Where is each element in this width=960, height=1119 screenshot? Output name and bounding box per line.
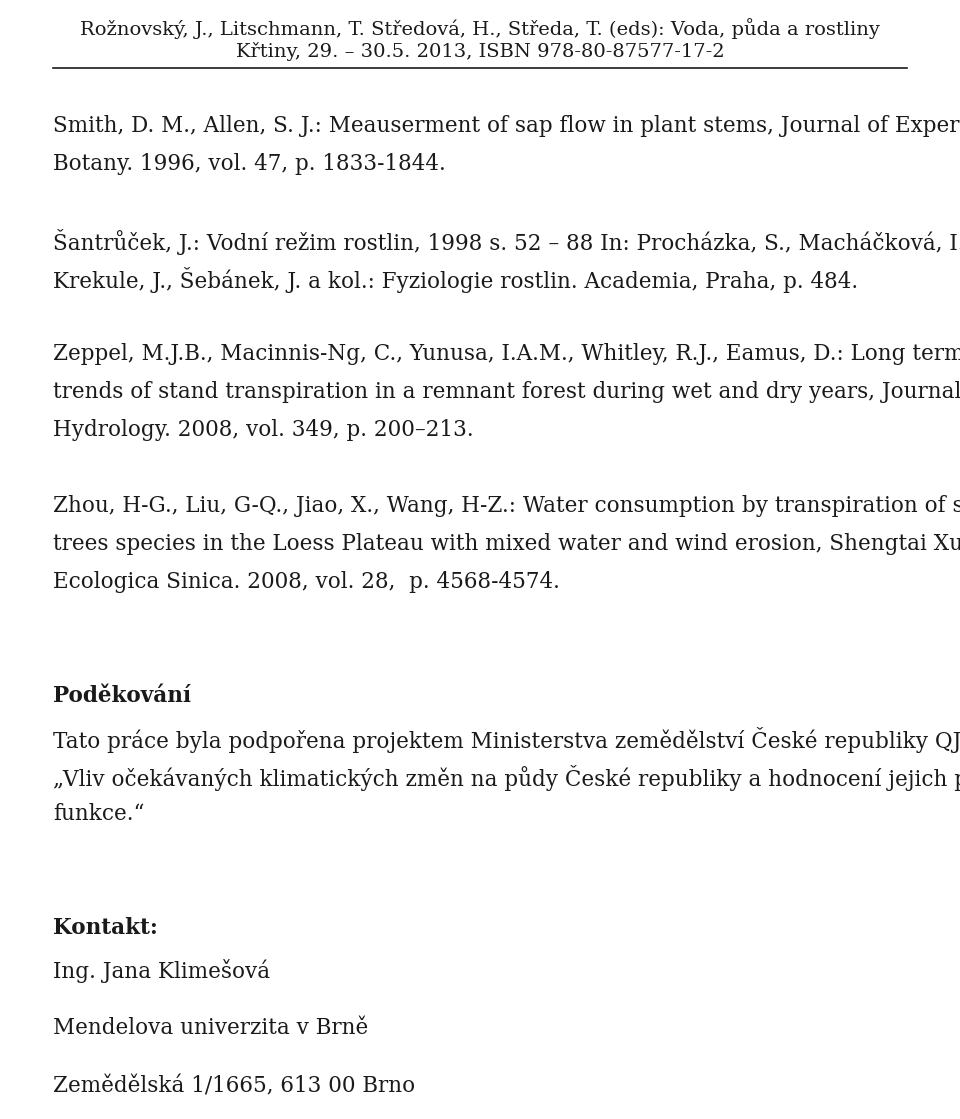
Text: Botany. 1996, vol. 47, p. 1833-1844.: Botany. 1996, vol. 47, p. 1833-1844. bbox=[53, 153, 445, 175]
Text: Hydrology. 2008, vol. 349, p. 200–213.: Hydrology. 2008, vol. 349, p. 200–213. bbox=[53, 419, 473, 441]
Text: Krekule, J., Šebánek, J. a kol.: Fyziologie rostlin. Academia, Praha, p. 484.: Krekule, J., Šebánek, J. a kol.: Fyziolo… bbox=[53, 267, 858, 293]
Text: Ecologica Sinica. 2008, vol. 28,  p. 4568-4574.: Ecologica Sinica. 2008, vol. 28, p. 4568… bbox=[53, 571, 560, 593]
Text: „Vliv očekávaných klimatických změn na půdy České republiky a hodnocení jejich p: „Vliv očekávaných klimatických změn na p… bbox=[53, 765, 960, 791]
Text: Mendelova univerzita v Brně: Mendelova univerzita v Brně bbox=[53, 1017, 369, 1040]
Text: trees species in the Loess Plateau with mixed water and wind erosion, Shengtai X: trees species in the Loess Plateau with … bbox=[53, 533, 960, 555]
Text: Zeppel, M.J.B., Macinnis-Ng, C., Yunusa, I.A.M., Whitley, R.J., Eamus, D.: Long : Zeppel, M.J.B., Macinnis-Ng, C., Yunusa,… bbox=[53, 344, 960, 365]
Text: Zemědělská 1/1665, 613 00 Brno: Zemědělská 1/1665, 613 00 Brno bbox=[53, 1075, 415, 1097]
Text: trends of stand transpiration in a remnant forest during wet and dry years, Jour: trends of stand transpiration in a remna… bbox=[53, 380, 960, 403]
Text: Křtiny, 29. – 30.5. 2013, ISBN 978-80-87577-17-2: Křtiny, 29. – 30.5. 2013, ISBN 978-80-87… bbox=[236, 43, 724, 62]
Text: Rožnovský, J., Litschmann, T. Středová, H., Středa, T. (eds): Voda, půda a rostl: Rožnovský, J., Litschmann, T. Středová, … bbox=[80, 18, 880, 39]
Text: Poděkování: Poděkování bbox=[53, 685, 191, 707]
Text: Šantrůček, J.: Vodní režim rostlin, 1998 s. 52 – 88 In: Procházka, S., Macháčkov: Šantrůček, J.: Vodní režim rostlin, 1998… bbox=[53, 229, 960, 255]
Text: Zhou, H-G., Liu, G-Q., Jiao, X., Wang, H-Z.: Water consumption by transpiration : Zhou, H-G., Liu, G-Q., Jiao, X., Wang, H… bbox=[53, 495, 960, 517]
Text: Smith, D. M., Allen, S. J.: Meauserment of sap flow in plant stems, Journal of E: Smith, D. M., Allen, S. J.: Meauserment … bbox=[53, 115, 960, 137]
Text: Tato práce byla podpořena projektem Ministerstva zemědělství České republiky QJ1: Tato práce byla podpořena projektem Mini… bbox=[53, 727, 960, 753]
Text: Ing. Jana Klimešová: Ing. Jana Klimešová bbox=[53, 959, 270, 982]
Text: Kontakt:: Kontakt: bbox=[53, 916, 157, 939]
Text: funkce.“: funkce.“ bbox=[53, 803, 145, 825]
